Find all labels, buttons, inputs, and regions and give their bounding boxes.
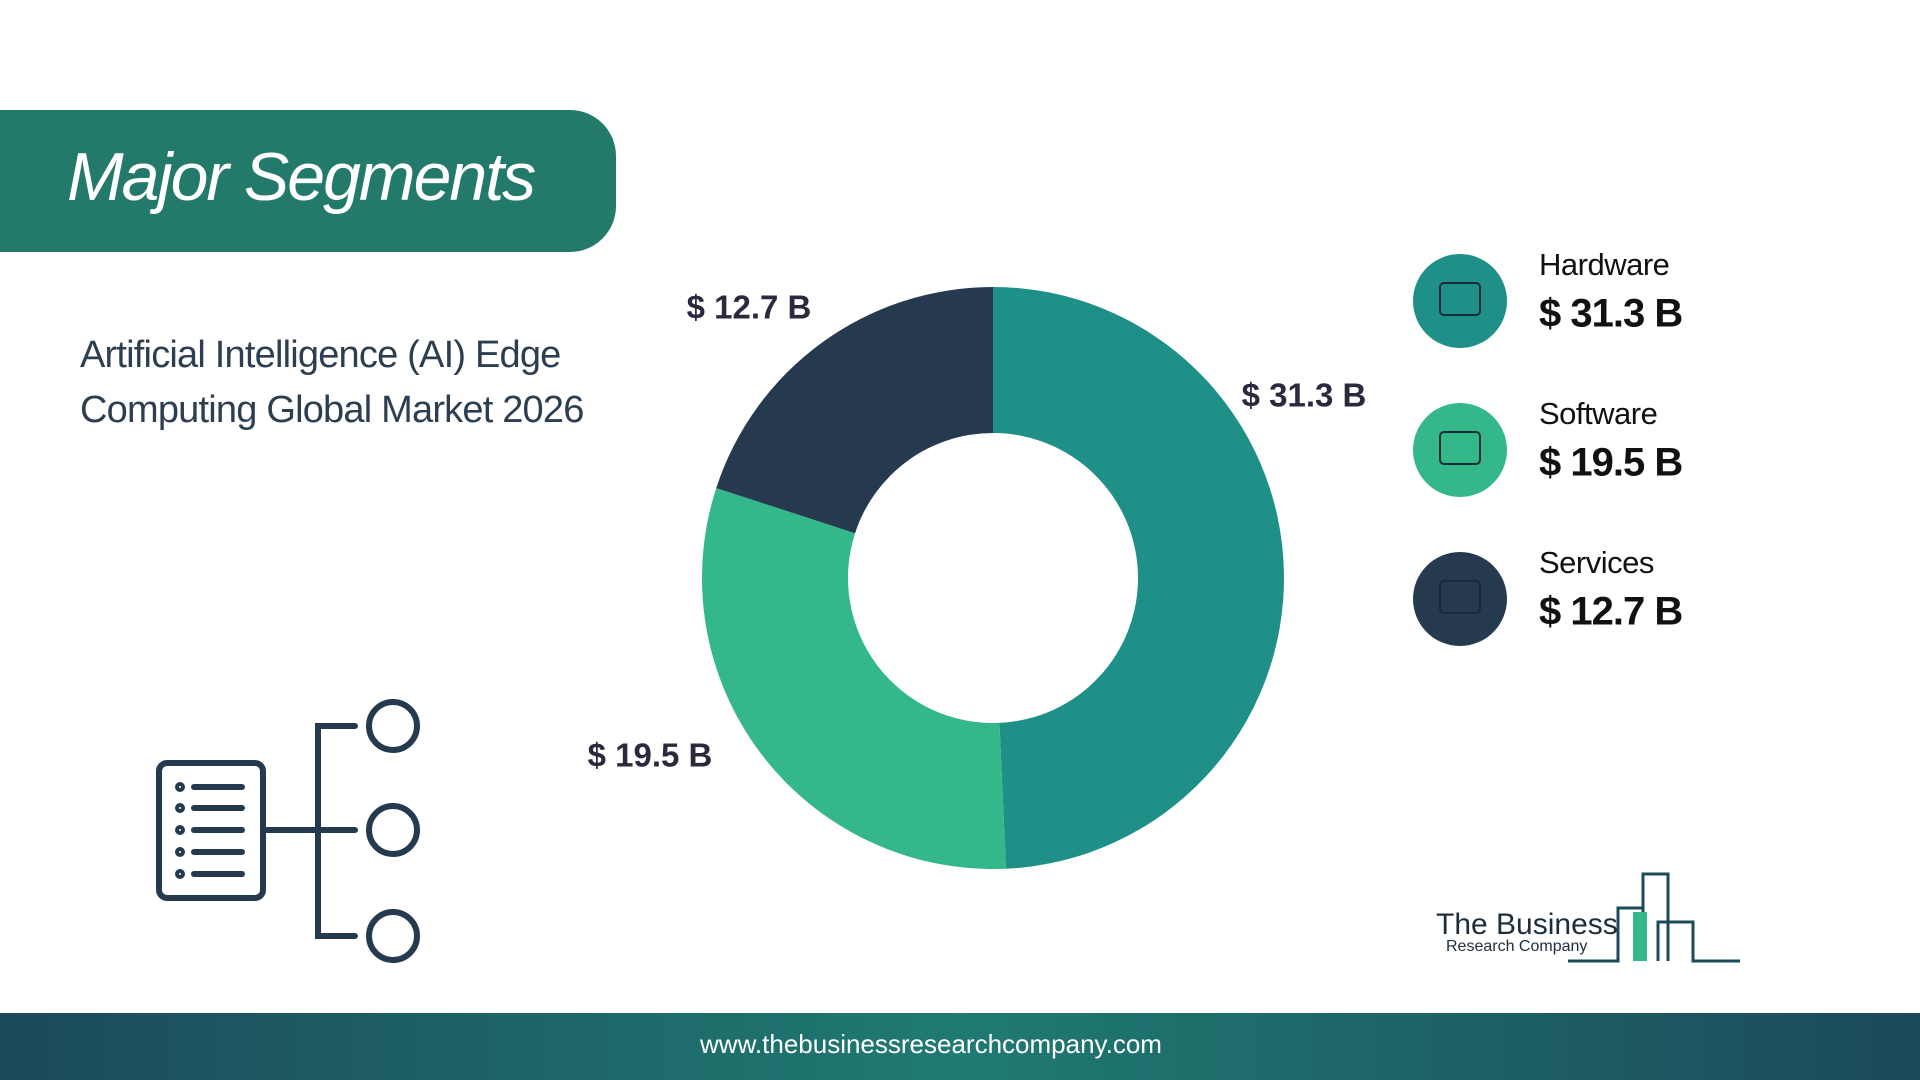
legend-icon-glyph: [1439, 282, 1481, 316]
legend-icon: [1413, 403, 1507, 497]
segments-icon: [156, 699, 420, 963]
data-label: $ 19.5 B: [588, 737, 713, 774]
legend-label: Services: [1539, 545, 1654, 580]
footer-bar: [0, 1013, 1920, 1080]
chart-title: Major Segments: [67, 139, 535, 215]
logo-accent: [1633, 912, 1647, 961]
logo-name: The Business: [1436, 908, 1618, 941]
legend-icon-glyph: [1439, 431, 1481, 465]
legend-icon: [1413, 254, 1507, 348]
donut-segment: [716, 287, 993, 534]
data-label: $ 31.3 B: [1242, 377, 1367, 414]
logo-sub: Research Company: [1446, 938, 1587, 955]
donut-segment: [993, 287, 1284, 869]
legend-icon-glyph: [1439, 580, 1481, 614]
chart-subtitle: Artificial Intelligence (AI) Edge Comput…: [80, 334, 584, 431]
legend-icon: [1413, 552, 1507, 646]
title-banner: [0, 110, 616, 252]
footer-url: www.thebusinessresearchcompany.com: [699, 1029, 1162, 1059]
donut-segment: [701, 488, 1006, 869]
logo: The Business Research Company: [1436, 872, 1740, 963]
legend-value: $ 19.5 B: [1539, 441, 1682, 485]
legend-label: Software: [1539, 396, 1657, 431]
legend-value: $ 31.3 B: [1539, 292, 1682, 336]
legend-label: Hardware: [1539, 247, 1669, 282]
data-label: $ 12.7 B: [687, 289, 812, 326]
legend-value: $ 12.7 B: [1539, 590, 1682, 634]
